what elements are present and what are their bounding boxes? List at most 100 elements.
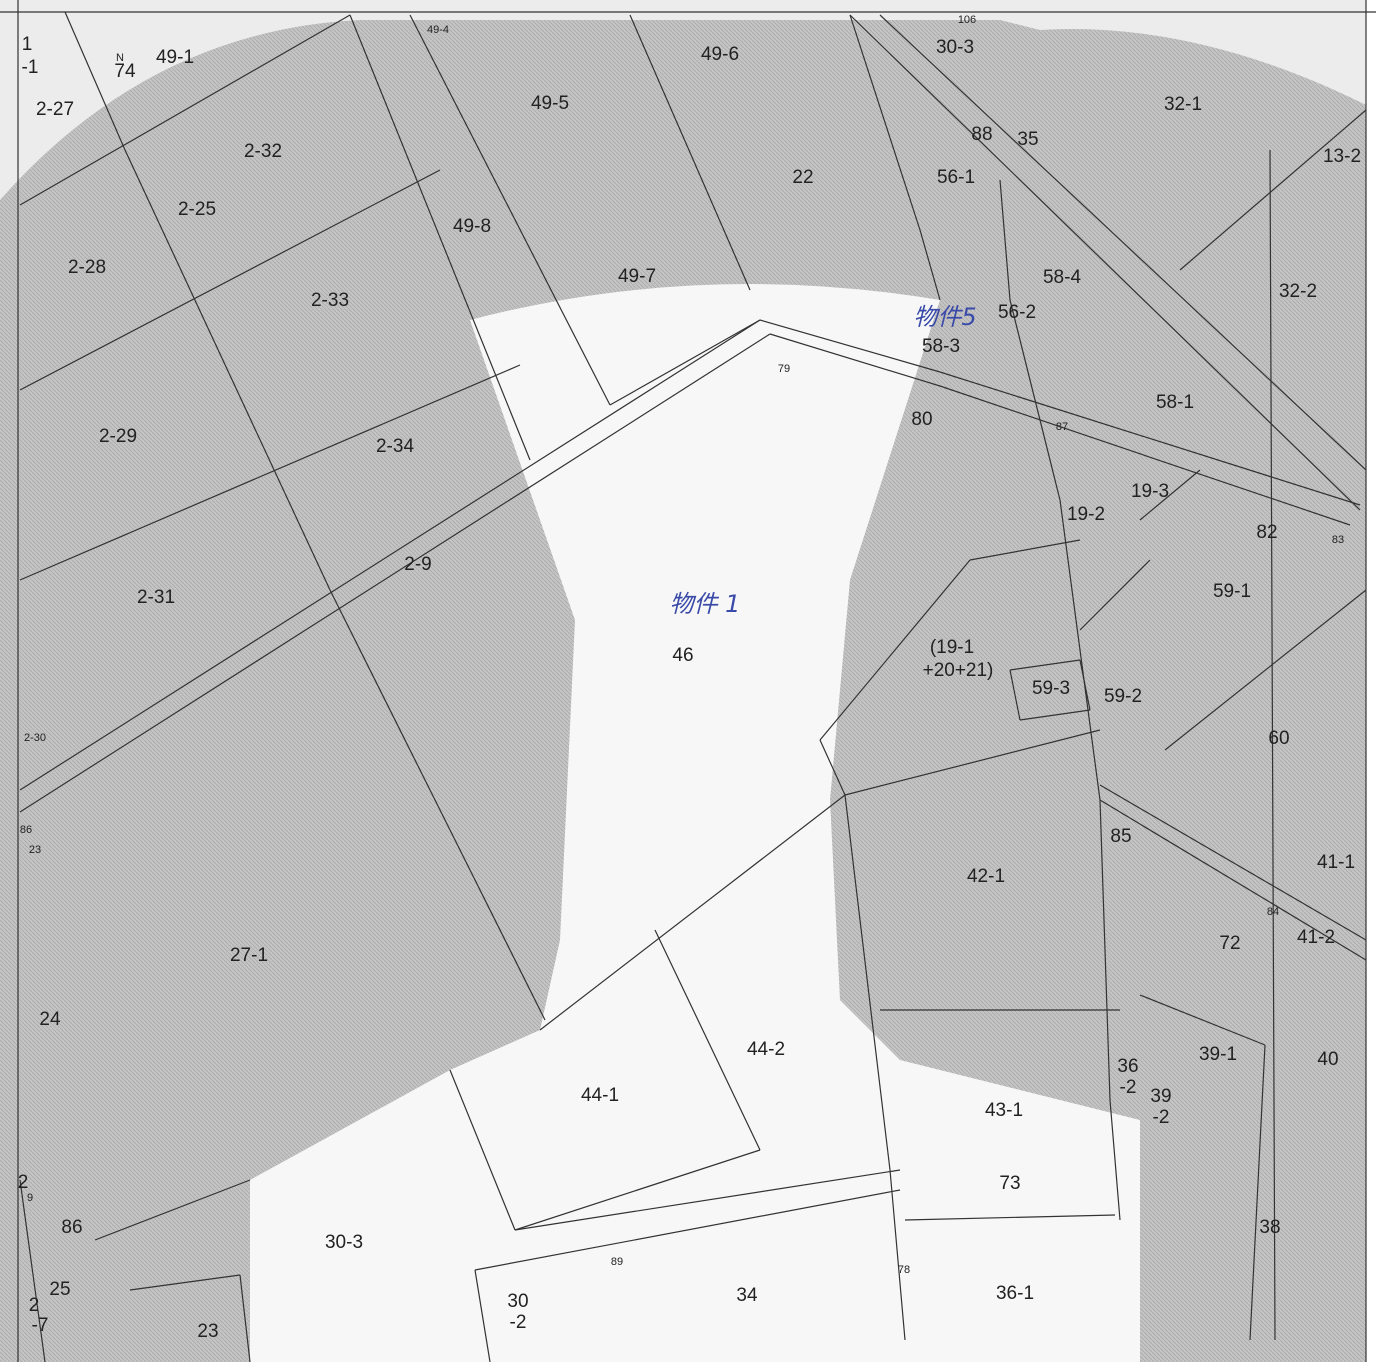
parcel-label: 32-2 bbox=[1279, 281, 1317, 302]
parcel-boundary bbox=[969, 539, 1081, 561]
parcel-label: (19-1 bbox=[930, 637, 974, 658]
parcel-boundary bbox=[19, 1179, 46, 1362]
parcel-boundary bbox=[849, 14, 921, 231]
parcel-boundary bbox=[1009, 669, 1021, 721]
parcel-boundary bbox=[449, 1069, 516, 1231]
parcel-label: 78 bbox=[898, 1264, 910, 1276]
parcel-boundary bbox=[769, 333, 941, 387]
parcel-label: 87 bbox=[1056, 421, 1068, 433]
parcel-label: 44-1 bbox=[581, 1085, 619, 1106]
parcel-boundary bbox=[999, 179, 1011, 301]
parcel-label: 2-28 bbox=[68, 257, 106, 278]
parcel-label: 59-1 bbox=[1213, 581, 1251, 602]
parcel-boundary bbox=[1179, 109, 1367, 271]
handwritten-note: 物件5 bbox=[913, 303, 976, 331]
parcel-label: 43-1 bbox=[985, 1100, 1023, 1121]
parcel-label: 72 bbox=[1219, 933, 1240, 954]
parcel-label: 30 bbox=[507, 1291, 528, 1312]
parcel-label: 27-1 bbox=[230, 945, 268, 966]
parcel-boundary bbox=[609, 319, 761, 406]
parcel-label: 40 bbox=[1317, 1049, 1338, 1070]
parcel-boundary bbox=[904, 1214, 1116, 1221]
parcel-label: 58-4 bbox=[1043, 267, 1081, 288]
parcel-label: 2 bbox=[29, 1295, 40, 1316]
parcel-boundary bbox=[849, 14, 1361, 511]
parcel-label: 39-1 bbox=[1199, 1044, 1237, 1065]
parcel-boundary bbox=[1164, 589, 1367, 751]
parcel-label: 83 bbox=[1332, 534, 1344, 546]
parcel-label: 2 bbox=[18, 1172, 29, 1193]
parcel-label: 106 bbox=[958, 14, 976, 26]
parcel-label: 2-34 bbox=[376, 436, 414, 457]
parcel-boundary bbox=[844, 794, 891, 1171]
parcel-boundary bbox=[879, 14, 1367, 471]
parcel-label: 49-5 bbox=[531, 93, 569, 114]
parcel-label: 2-29 bbox=[99, 426, 137, 447]
parcel-boundary bbox=[1079, 659, 1091, 711]
parcel-label: 30-3 bbox=[325, 1232, 363, 1253]
handwritten-note: 物件 1 bbox=[670, 590, 741, 618]
parcel-label: 30-3 bbox=[936, 37, 974, 58]
parcel-boundary bbox=[1059, 499, 1101, 801]
parcel-boundary bbox=[409, 14, 611, 406]
parcel-boundary bbox=[1099, 799, 1111, 1101]
parcel-label: 73 bbox=[999, 1173, 1020, 1194]
parcel-label: 59-2 bbox=[1104, 686, 1142, 707]
parcel-boundary bbox=[919, 229, 941, 301]
parcel-boundary bbox=[349, 14, 531, 461]
parcel-label: 49-4 bbox=[427, 24, 449, 36]
parcel-label: 39 bbox=[1150, 1086, 1171, 1107]
parcel-label: 46 bbox=[672, 645, 693, 666]
parcel-label: -7 bbox=[32, 1315, 49, 1336]
parcel-label: 23 bbox=[197, 1321, 218, 1342]
parcel-boundary bbox=[514, 1169, 901, 1231]
parcel-label: 2-25 bbox=[178, 199, 216, 220]
parcel-boundary bbox=[654, 929, 761, 1151]
right-margin bbox=[1366, 0, 1376, 1362]
parcel-label: -2 bbox=[1153, 1107, 1170, 1128]
parcel-label: N bbox=[116, 52, 124, 64]
parcel-boundary bbox=[239, 1274, 251, 1362]
parcel-boundary bbox=[19, 333, 771, 813]
parcel-label: 58-1 bbox=[1156, 392, 1194, 413]
parcel-boundary bbox=[1269, 149, 1276, 1341]
parcel-label: 49-6 bbox=[701, 44, 739, 65]
parcel-boundary bbox=[1009, 299, 1061, 501]
parcel-label: 60 bbox=[1268, 728, 1289, 749]
parcel-label: 36 bbox=[1117, 1056, 1138, 1077]
central-light-area bbox=[250, 284, 1140, 1362]
parcel-boundary bbox=[129, 1274, 241, 1291]
parcel-label: 89 bbox=[611, 1256, 623, 1268]
parcel-boundary bbox=[819, 559, 971, 741]
parcel-label: 41-1 bbox=[1317, 852, 1355, 873]
parcel-boundary bbox=[1139, 469, 1201, 521]
parcel-boundary bbox=[1079, 559, 1151, 631]
parcel-boundary bbox=[329, 589, 546, 1021]
parcel-label: 49-7 bbox=[618, 266, 656, 287]
parcel-label: 42-1 bbox=[967, 866, 1005, 887]
parcel-label: 59-3 bbox=[1032, 678, 1070, 699]
parcel-boundary bbox=[19, 14, 351, 206]
parcel-label: 41-2 bbox=[1297, 927, 1335, 948]
parcel-boundary bbox=[844, 729, 1101, 796]
parcel-label: 34 bbox=[736, 1285, 758, 1306]
parcel-label: 13-2 bbox=[1323, 146, 1361, 167]
parcel-label: 56-1 bbox=[937, 167, 975, 188]
parcel-label: 85 bbox=[1110, 826, 1131, 847]
parcel-label: 2-27 bbox=[36, 99, 74, 120]
parcel-label: 2-31 bbox=[137, 587, 175, 608]
parcel-label: 2-33 bbox=[311, 290, 349, 311]
parcel-boundary bbox=[939, 385, 1351, 526]
parcel-label: 32-1 bbox=[1164, 94, 1202, 115]
parcel-label: -1 bbox=[22, 57, 39, 78]
parcel-label: 2-9 bbox=[404, 554, 431, 575]
parcel-label: 38 bbox=[1259, 1217, 1280, 1238]
parcel-boundary bbox=[539, 794, 846, 1031]
parcel-label: 56-2 bbox=[998, 302, 1036, 323]
parcel-boundary bbox=[64, 11, 126, 151]
parcel-label: 49-8 bbox=[453, 216, 491, 237]
parcel-boundary bbox=[629, 14, 751, 291]
parcel-label: 79 bbox=[778, 363, 790, 375]
